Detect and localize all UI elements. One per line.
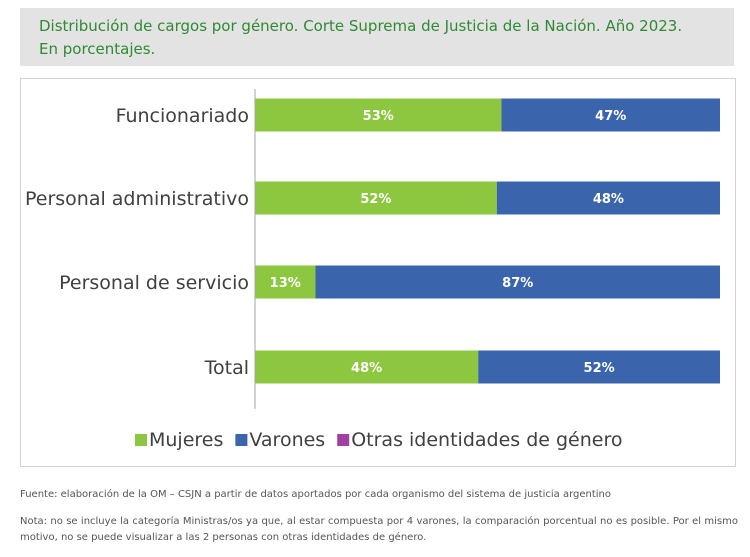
bar-mujeres bbox=[255, 181, 497, 215]
category-label: Funcionariado bbox=[116, 105, 249, 127]
legend-label: Otras identidades de género bbox=[351, 429, 622, 451]
bar-mujeres bbox=[255, 265, 316, 299]
stacked-bar-chart: Funcionariado 53% 47% Personal administrati… bbox=[25, 89, 720, 451]
legend-swatch bbox=[235, 434, 248, 446]
bar-mujeres bbox=[255, 98, 502, 132]
data-label: 52% bbox=[360, 192, 391, 207]
footnote: Nota: no se incluye la categoría Ministr… bbox=[20, 516, 738, 543]
data-label: 48% bbox=[351, 361, 382, 376]
data-label: 53% bbox=[363, 109, 394, 124]
legend-swatch bbox=[135, 434, 147, 446]
data-label: 87% bbox=[502, 276, 533, 291]
data-label: 52% bbox=[584, 361, 615, 376]
legend-label: Varones bbox=[249, 429, 325, 451]
bar-varones bbox=[501, 98, 720, 132]
chart-area: Funcionariado 53% 47% Personal administrati… bbox=[20, 78, 736, 467]
chart-title-box: Distribución de cargos por género. Corte… bbox=[20, 8, 734, 66]
chart-subtitle: En porcentajes. bbox=[39, 40, 156, 58]
bar-mujeres bbox=[255, 350, 479, 384]
bar-varones bbox=[315, 265, 720, 299]
data-label: 47% bbox=[595, 109, 626, 124]
source-note: Fuente: elaboración de la OM – CSJN a pa… bbox=[20, 489, 612, 500]
chart-title: Distribución de cargos por género. Corte… bbox=[39, 17, 683, 35]
legend-swatch bbox=[337, 434, 350, 446]
legend-label: Mujeres bbox=[149, 429, 223, 451]
data-label: 48% bbox=[593, 192, 624, 207]
bar-varones bbox=[496, 181, 720, 215]
data-label: 13% bbox=[270, 276, 301, 291]
bar-varones bbox=[478, 350, 720, 384]
category-label: Personal administrativo bbox=[25, 188, 249, 210]
category-label: Personal de servicio bbox=[59, 272, 249, 294]
category-label: Total bbox=[204, 357, 249, 379]
